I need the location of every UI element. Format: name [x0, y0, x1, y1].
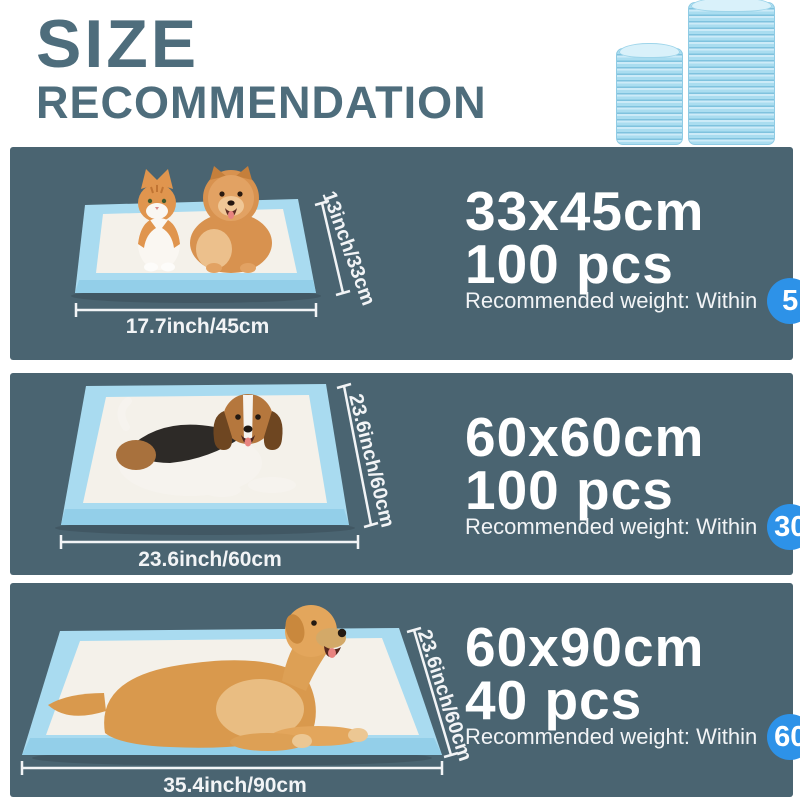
- weight-label: Recommended weight: Within: [465, 724, 758, 749]
- dimension-line-height: [314, 199, 351, 297]
- golden-retriever-illustration: [48, 605, 368, 751]
- pcs-text: 100 pcs: [465, 233, 674, 295]
- dimension-line-width: [59, 535, 360, 549]
- title-line-1: SIZE: [36, 6, 200, 82]
- weight-recommendation: Recommended weight: Within 30 KG: [465, 504, 800, 550]
- weight-circle: 30: [767, 504, 800, 550]
- pomeranian-illustration: [190, 166, 272, 273]
- size-text: 60x60cm: [465, 406, 705, 468]
- title-line-2: RECOMMENDATION: [36, 77, 487, 128]
- beagle-illustration: [116, 394, 296, 497]
- weight-label: Recommended weight: Within: [465, 514, 758, 539]
- weight-circle: 5: [767, 278, 800, 324]
- pad-illustration-medium: [55, 382, 379, 549]
- cat-illustration: [138, 169, 180, 272]
- size-option-row-small: 17.7inch/45cm 13inch/33cm 33x45cm 100 pc…: [10, 147, 800, 360]
- size-option-row-large: 35.4inch/90cm 23.6inch/60cm 60x90cm 40 p…: [10, 583, 800, 797]
- weight-recommendation: Recommended weight: Within 60 KG: [465, 714, 800, 760]
- size-text: 60x90cm: [465, 616, 705, 678]
- dimension-line-height: [336, 382, 379, 529]
- dimension-line-width: [74, 303, 318, 317]
- pad-stack-short-icon: [616, 43, 683, 145]
- weight-recommendation: Recommended weight: Within 5 KG: [465, 278, 800, 324]
- weight-value: 5: [782, 284, 799, 317]
- width-label: 17.7inch/45cm: [125, 315, 270, 338]
- pcs-text: 100 pcs: [465, 459, 674, 521]
- header: SIZE RECOMMENDATION: [0, 0, 800, 147]
- page-title: SIZE RECOMMENDATION: [36, 10, 487, 126]
- pcs-text: 40 pcs: [465, 669, 643, 731]
- weight-value: 30: [774, 510, 800, 543]
- width-label: 35.4inch/90cm: [163, 774, 307, 797]
- size-text: 33x45cm: [465, 180, 705, 242]
- weight-value: 60: [774, 720, 800, 753]
- weight-circle: 60: [767, 714, 800, 760]
- dimension-line-width: [20, 761, 444, 775]
- pad-illustration-large: [20, 605, 459, 775]
- size-option-row-medium: 23.6inch/60cm 23.6inch/60cm 60x60cm 100 …: [10, 373, 800, 575]
- pad-illustration-small: [71, 166, 351, 317]
- weight-label: Recommended weight: Within: [465, 288, 758, 313]
- pad-stack-tall-icon: [688, 0, 775, 145]
- width-label: 23.6inch/60cm: [138, 548, 282, 571]
- dimension-line-height: [406, 626, 459, 759]
